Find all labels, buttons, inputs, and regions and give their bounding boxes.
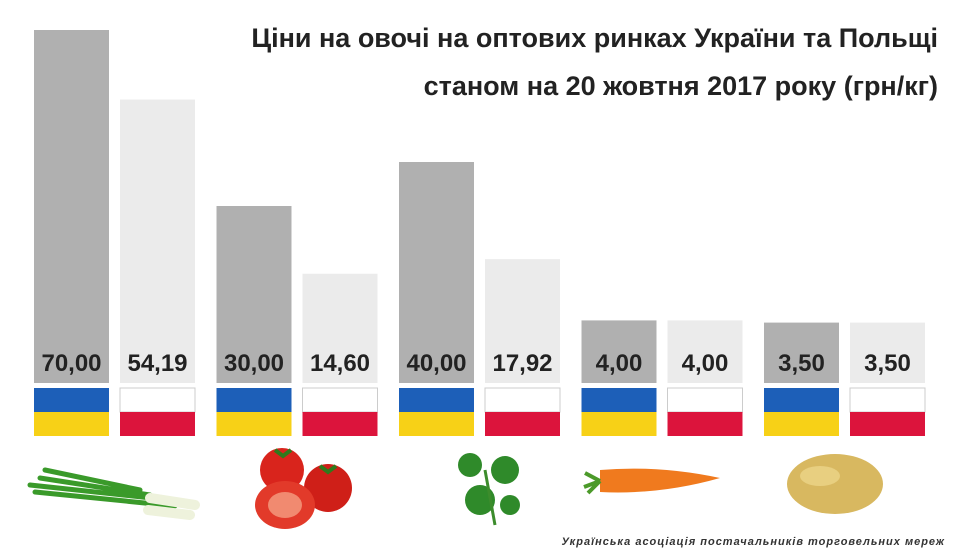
flag-top bbox=[34, 388, 109, 412]
flag-top bbox=[302, 387, 378, 413]
value-label: 3,50 bbox=[864, 350, 911, 377]
flag-bottom bbox=[485, 412, 560, 436]
flag-bottom bbox=[302, 412, 378, 436]
value-label: 14,60 bbox=[310, 350, 370, 377]
title-line: станом на 20 жовтня 2017 року (грн/кг) bbox=[424, 71, 938, 101]
footer: Українська асоціація постачальників торг… bbox=[562, 536, 946, 548]
flag-top bbox=[484, 387, 561, 413]
bar bbox=[764, 322, 839, 383]
bar bbox=[399, 162, 474, 383]
bar bbox=[667, 320, 743, 383]
flag-bottom bbox=[581, 412, 657, 436]
bar bbox=[216, 206, 292, 383]
flag-top bbox=[764, 388, 839, 412]
bar bbox=[120, 99, 195, 384]
bar bbox=[581, 320, 657, 383]
bar bbox=[34, 30, 109, 383]
flag-top bbox=[581, 388, 657, 412]
bars: 70,00 30,00 40,00 4,00 3,50 54,19 14,60 17,92 4,… bbox=[34, 30, 926, 436]
value-label: 40,00 bbox=[406, 350, 466, 377]
value-label: 70,00 bbox=[41, 350, 101, 377]
flag-bottom bbox=[850, 412, 925, 436]
tomato-icon bbox=[255, 448, 352, 529]
flag-top bbox=[399, 388, 474, 412]
flag-bottom bbox=[216, 412, 292, 436]
value-label: 4,00 bbox=[682, 350, 729, 377]
flag-top bbox=[216, 388, 292, 412]
flag-top bbox=[849, 387, 926, 413]
carrot-icon bbox=[583, 468, 720, 495]
parsley-icon bbox=[458, 453, 520, 526]
bar bbox=[850, 322, 925, 383]
flag-top bbox=[119, 387, 196, 413]
flag-top bbox=[667, 387, 743, 413]
flag-bottom bbox=[34, 412, 109, 436]
flag-bottom bbox=[120, 412, 195, 436]
flag-bottom bbox=[399, 412, 474, 436]
value-label: 4,00 bbox=[596, 350, 643, 377]
value-label: 3,50 bbox=[778, 350, 825, 377]
potato-icon bbox=[787, 454, 883, 514]
title-line: Ціни на овочі на оптових ринках України … bbox=[251, 23, 938, 53]
value-label: 30,00 bbox=[224, 350, 284, 377]
bar bbox=[485, 259, 560, 383]
flag-bottom bbox=[667, 412, 743, 436]
flag-bottom bbox=[764, 412, 839, 436]
value-label: 17,92 bbox=[492, 350, 552, 377]
value-label: 54,19 bbox=[127, 350, 187, 377]
onion-icon bbox=[27, 467, 200, 520]
bar bbox=[302, 273, 378, 383]
